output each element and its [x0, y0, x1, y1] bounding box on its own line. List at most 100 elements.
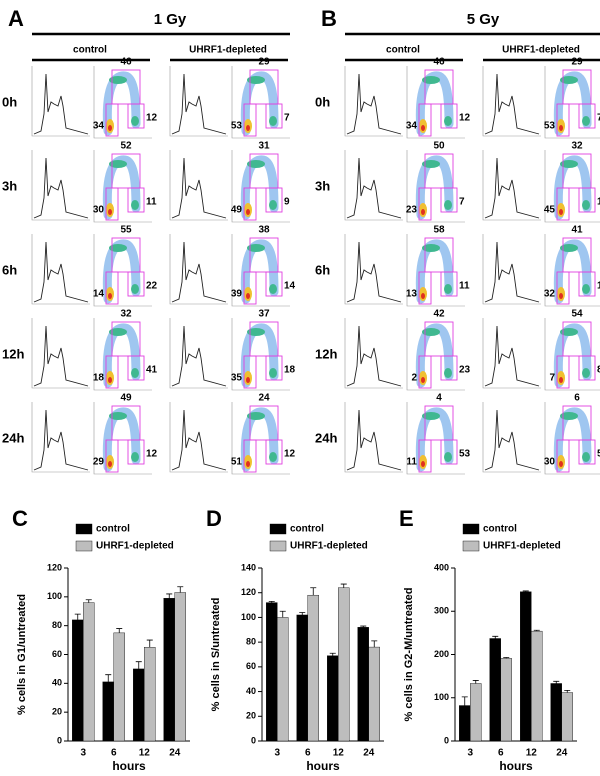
x-tick-label: 3	[80, 748, 86, 759]
gate-right-value: 8	[597, 365, 600, 376]
y-axis-label: % cells in S/untreated	[210, 598, 222, 712]
x-axis-label: hours	[499, 759, 533, 773]
dotplot-s	[560, 244, 578, 252]
gate-top-value: 4	[436, 393, 442, 404]
y-tick-label: 100	[241, 612, 256, 622]
dotplot-axis	[544, 66, 600, 139]
gate-left-value: 23	[406, 205, 418, 216]
error-bar	[329, 652, 336, 656]
gate-top-value: 38	[258, 225, 270, 236]
gate-left-value: 53	[231, 121, 243, 132]
histogram-axis	[344, 402, 403, 473]
y-tick-label: 60	[246, 661, 256, 671]
histogram-curve	[33, 157, 89, 219]
gate-left	[243, 355, 257, 389]
dotplot-cloud	[102, 155, 141, 220]
gate-left	[243, 439, 257, 473]
gate-left	[243, 271, 257, 305]
gate-right	[127, 187, 145, 213]
histogram-curve	[171, 73, 227, 135]
dotplot-axis	[406, 234, 465, 307]
dotplot-cloud	[102, 239, 141, 304]
dotplot-axis	[93, 150, 152, 223]
gate-top-value: 32	[571, 141, 583, 152]
gate-top-value: 32	[120, 309, 132, 320]
histogram-curve	[346, 325, 402, 387]
histogram-axis	[344, 318, 403, 389]
legend-swatch	[75, 540, 93, 552]
dotplot-g1-core	[108, 293, 112, 299]
time-label: 12h	[2, 346, 24, 361]
legend-label: control	[483, 524, 517, 535]
histogram-axis	[344, 150, 403, 221]
bar	[357, 627, 369, 742]
error-bar	[564, 689, 571, 693]
time-label: 3h	[315, 178, 330, 193]
gate-top	[562, 321, 592, 357]
dotplot-s	[560, 328, 578, 336]
gate-right	[440, 439, 458, 465]
gate-top	[424, 405, 454, 441]
histogram-curve	[484, 409, 540, 471]
bar	[338, 587, 350, 742]
group-label: UHRF1-depleted	[502, 45, 580, 56]
histogram-curve	[171, 325, 227, 387]
dotplot-g1-core	[246, 461, 250, 467]
gate-top-value: 52	[120, 141, 132, 152]
dotplot-cloud	[240, 239, 279, 304]
histogram-axis	[169, 402, 228, 473]
gate-left	[556, 103, 570, 137]
error-bar	[299, 612, 306, 615]
gate-left-value: 45	[544, 205, 556, 216]
gate-top	[562, 405, 592, 441]
dotplot-s	[422, 328, 440, 336]
dotplot-g1-core	[108, 125, 112, 131]
dotplot-axis	[93, 234, 152, 307]
x-tick-label: 6	[111, 748, 117, 759]
dotplot-g1-core	[421, 293, 425, 299]
bar	[83, 602, 95, 742]
dotplot-axis	[406, 402, 465, 475]
dotplot-s	[422, 412, 440, 420]
histogram-axis	[482, 402, 541, 473]
histogram-curve	[33, 409, 89, 471]
dotplot-g1-core	[421, 461, 425, 467]
gate-top	[249, 405, 279, 441]
gate-left	[105, 439, 119, 473]
gate-top-value: 37	[258, 309, 270, 320]
y-tick-label: 60	[52, 649, 62, 659]
dotplot-s	[247, 244, 265, 252]
dotplot-g2	[444, 452, 452, 462]
dotplot-g2	[269, 200, 277, 210]
dotplot-g1-core	[246, 377, 250, 383]
error-bar	[340, 583, 347, 588]
gate-left	[556, 355, 570, 389]
gate-left	[418, 271, 432, 305]
dotplot-s	[422, 76, 440, 84]
error-bar	[146, 639, 153, 648]
legend-swatch	[462, 540, 480, 552]
gate-top	[111, 69, 141, 105]
gate-left	[243, 103, 257, 137]
error-bar	[135, 661, 142, 669]
y-tick-label: 120	[47, 562, 62, 572]
group-label: control	[386, 45, 420, 56]
gate-top-value: 49	[120, 393, 132, 404]
gate-right	[127, 439, 145, 465]
y-tick-label: 0	[444, 735, 449, 745]
gate-left-value: 7	[549, 373, 555, 384]
dotplot-cloud	[553, 239, 592, 304]
dotplot-axis	[406, 150, 465, 223]
dotplot-cloud	[102, 323, 141, 388]
histogram-axis	[31, 402, 90, 473]
legend-label: control	[290, 524, 324, 535]
histogram-axis	[482, 150, 541, 221]
gate-top	[562, 237, 592, 273]
gate-right-value: 9	[284, 197, 290, 208]
gate-right-value: 23	[459, 365, 471, 376]
dotplot-g2	[582, 284, 590, 294]
dotplot-cloud	[240, 155, 279, 220]
error-bar	[177, 586, 184, 593]
histogram-axis	[31, 318, 90, 389]
